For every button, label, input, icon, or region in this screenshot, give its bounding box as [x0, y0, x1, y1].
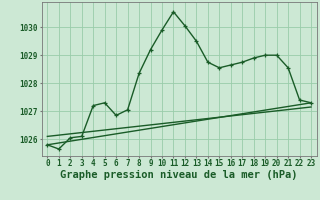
X-axis label: Graphe pression niveau de la mer (hPa): Graphe pression niveau de la mer (hPa): [60, 170, 298, 180]
